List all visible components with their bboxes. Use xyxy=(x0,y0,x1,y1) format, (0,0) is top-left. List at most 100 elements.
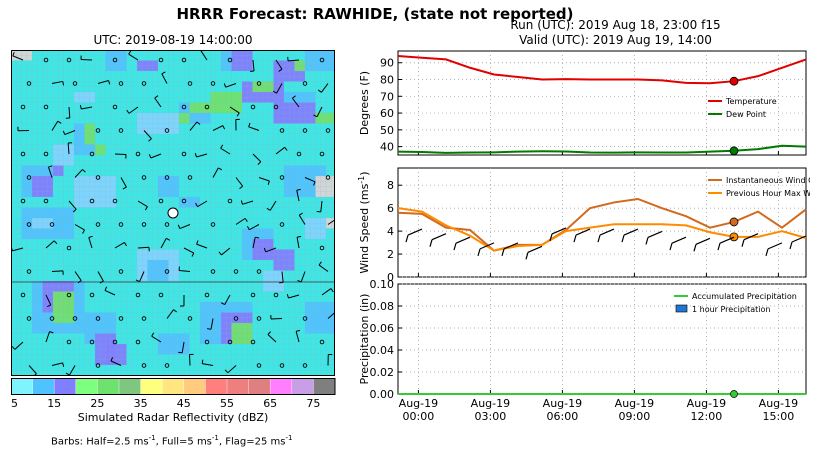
colorbar-tick-label: 55 xyxy=(220,397,234,408)
current-time-marker xyxy=(729,217,739,227)
calm-wind-circle xyxy=(279,222,285,227)
legend-label: Previous Hour Max Wind xyxy=(726,189,810,198)
calm-wind-circle xyxy=(95,222,101,227)
calm-wind-circle xyxy=(250,339,256,345)
wind-barb xyxy=(67,142,70,155)
calm-wind-circle xyxy=(296,151,302,157)
calm-wind-circle xyxy=(43,151,49,157)
calm-wind-circle xyxy=(181,151,187,157)
y-tick-label: 60 xyxy=(380,107,394,120)
calm-wind-circle xyxy=(256,81,262,86)
wind-barb-flag xyxy=(108,80,111,85)
unit-exponent: -1 xyxy=(211,434,219,442)
calm-wind-circle xyxy=(43,198,49,204)
calm-wind-circle xyxy=(181,104,187,110)
wind-barb-flag xyxy=(11,346,16,350)
colorbar-swatch xyxy=(291,378,314,395)
wind-barb-flag xyxy=(154,95,159,99)
y-tick-label: 0 xyxy=(387,271,394,284)
wind-barb-flag xyxy=(218,167,223,171)
calm-wind-circle xyxy=(112,104,118,110)
wind-barb-flag xyxy=(65,372,70,376)
wind-barb xyxy=(200,50,208,61)
wind-barb-flag xyxy=(218,251,222,256)
wind-barb-flag xyxy=(57,120,62,124)
wind-barb-flag xyxy=(236,112,240,117)
wind-barb-flag xyxy=(88,235,93,238)
valid-line: Valid (UTC): 2019 Aug 19, 14:00 xyxy=(519,33,712,47)
wind-barb xyxy=(189,121,198,131)
calm-wind-circle xyxy=(210,222,216,227)
wind-barb-flag xyxy=(298,212,303,216)
calm-wind-circle xyxy=(227,339,233,345)
wind-barb xyxy=(210,318,214,330)
wind-barb xyxy=(287,59,300,62)
calm-wind-circle xyxy=(141,81,147,86)
calm-wind-circle xyxy=(95,128,101,133)
calm-wind-circle xyxy=(89,339,95,345)
colorbar-tick-label: 75 xyxy=(306,397,320,408)
wind-barb-flag xyxy=(295,329,301,332)
wind-barb-flag xyxy=(789,241,793,250)
colorbar-label: Simulated Radar Reflectivity (dBZ) xyxy=(77,411,269,424)
wind-barb-flag xyxy=(621,234,625,243)
chart-panel xyxy=(397,50,807,156)
wind-barb xyxy=(154,97,162,108)
wind-barb xyxy=(74,271,82,281)
current-time-marker xyxy=(729,76,739,86)
wind-barb-flag xyxy=(220,144,224,149)
wind-barb-flag xyxy=(62,362,65,367)
wind-barb-flag xyxy=(62,130,66,135)
wind-barb-flag xyxy=(166,237,171,241)
wind-barb-flag xyxy=(195,202,198,207)
wind-barb-flag xyxy=(126,109,130,114)
barbs-note: Barbs: Half=2.5 ms-1, Full=5 ms-1, Flag=… xyxy=(51,434,292,447)
wind-barb-flag xyxy=(48,165,53,168)
wind-barb xyxy=(220,147,231,155)
wind-barb xyxy=(221,247,231,256)
y-tick-label: 4 xyxy=(387,225,394,238)
map-frame xyxy=(11,50,335,376)
wind-barb xyxy=(295,331,300,343)
x-tick-date: Aug-19 xyxy=(759,397,798,410)
wind-barb-flag xyxy=(525,252,529,260)
wind-barb xyxy=(68,200,77,210)
y-tick-label: 90 xyxy=(380,57,394,70)
wind-barb xyxy=(64,130,76,136)
wind-barb xyxy=(14,341,24,350)
wind-barb-flag xyxy=(196,240,199,245)
wind-barb-flag xyxy=(77,280,82,284)
wind-barb xyxy=(288,294,300,299)
x-tick-date: Aug-19 xyxy=(399,397,438,410)
current-time-marker xyxy=(729,146,739,156)
calm-wind-circle xyxy=(158,198,164,204)
wind-barb xyxy=(181,341,185,353)
wind-barb xyxy=(431,233,447,241)
calm-wind-circle xyxy=(118,222,124,227)
calm-wind-circle xyxy=(135,151,141,157)
wind-barb-flag xyxy=(255,236,260,239)
calm-wind-circle xyxy=(256,269,262,274)
wind-barb xyxy=(12,55,24,61)
calm-wind-circle xyxy=(118,128,124,133)
calm-wind-circle xyxy=(95,175,101,180)
calm-wind-circle xyxy=(135,339,141,345)
calm-wind-circle xyxy=(164,363,170,368)
wind-barb-flag xyxy=(296,188,301,191)
calm-wind-circle xyxy=(204,339,210,345)
colorbar-tick-label: 65 xyxy=(263,397,277,408)
colorbar-swatch xyxy=(313,378,336,395)
wind-barb xyxy=(281,271,284,283)
wind-barb xyxy=(97,79,109,84)
calm-wind-circle xyxy=(279,175,285,180)
wind-barb xyxy=(45,331,51,343)
wind-barb-flag xyxy=(177,224,181,229)
wind-barb-flag xyxy=(124,242,127,247)
wind-barb-flag xyxy=(429,239,433,247)
y-tick-label: 70 xyxy=(380,90,394,103)
station-marker xyxy=(167,207,179,219)
colorbar-tick-label: 5 xyxy=(11,397,18,408)
colorbar-swatch xyxy=(162,378,185,395)
wind-barb-flag xyxy=(266,207,271,211)
